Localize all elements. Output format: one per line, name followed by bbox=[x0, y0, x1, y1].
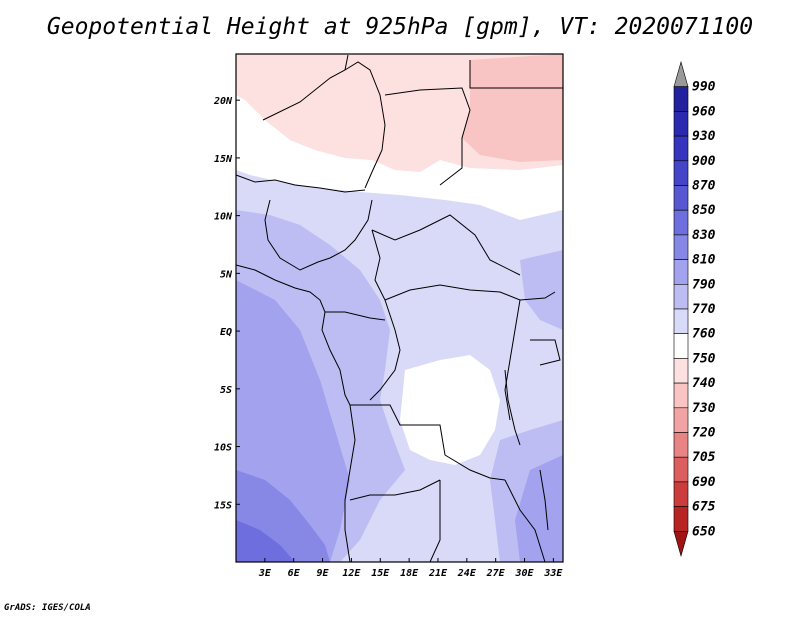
field-southeast-deep bbox=[515, 455, 563, 562]
border-south-4 bbox=[504, 479, 546, 563]
lon-tick-label: 30E bbox=[514, 568, 534, 579]
border-sahel-1 bbox=[235, 174, 366, 193]
colorbar-swatch bbox=[673, 407, 689, 433]
border-east-1 bbox=[504, 299, 521, 421]
border-north-2 bbox=[344, 54, 349, 71]
colorbar-swatch bbox=[673, 456, 689, 483]
field-central-white bbox=[400, 355, 500, 465]
border-north-1 bbox=[262, 61, 386, 189]
colorbar-level-label: 810 bbox=[692, 253, 716, 268]
colorbar-swatch bbox=[673, 481, 689, 507]
lon-tick-label: 18E bbox=[400, 568, 419, 579]
border-south-2 bbox=[349, 479, 441, 501]
colorbar-level-label: 720 bbox=[692, 426, 716, 441]
lat-tick-label: 10N bbox=[214, 212, 233, 223]
field-southwest-deepest bbox=[236, 520, 295, 562]
lon-tick-label: 6E bbox=[288, 568, 301, 579]
field-pink-northeast bbox=[462, 54, 563, 162]
lon-tick-label: 12E bbox=[342, 568, 361, 579]
country-borders bbox=[235, 54, 563, 563]
colorbar-level-label: 740 bbox=[692, 376, 716, 391]
colorbar-swatch bbox=[673, 60, 689, 87]
colorbar-level-label: 790 bbox=[692, 277, 716, 292]
colorbar-level-label: 690 bbox=[692, 475, 716, 490]
colorbar-swatch bbox=[673, 185, 689, 211]
colorbar-swatch bbox=[673, 209, 689, 236]
border-east-2 bbox=[530, 339, 561, 366]
border-lake-malawi bbox=[539, 469, 549, 531]
lat-tick-label: 5S bbox=[220, 385, 232, 396]
border-central-3 bbox=[384, 284, 556, 301]
longitude-axis: 3E 6E 9E 12E 15E 18E 21E 24E 27E 30E 33E bbox=[258, 558, 563, 579]
lon-tick-label: 33E bbox=[543, 568, 563, 579]
colorbar-level-label: 750 bbox=[692, 351, 716, 366]
field-white-band bbox=[236, 95, 563, 220]
colorbar-level-label: 705 bbox=[692, 450, 716, 465]
border-central-1 bbox=[371, 214, 521, 276]
lon-tick-label: 24E bbox=[457, 568, 477, 579]
colorbar: 990 960 930 900 870 850 830 810 790 770 760 750 740 7… bbox=[673, 60, 716, 558]
colorbar-level-label: 930 bbox=[692, 129, 716, 144]
lat-tick-label: 10S bbox=[214, 443, 232, 454]
lat-tick-label: EQ bbox=[220, 327, 232, 338]
border-north-3 bbox=[384, 87, 471, 186]
lat-tick-label: 5N bbox=[220, 269, 233, 280]
lat-tick-label: 15N bbox=[214, 154, 233, 165]
credit-label: GrADS: IGES/COLA bbox=[4, 603, 91, 613]
colorbar-swatch bbox=[673, 259, 689, 285]
colorbar-level-label: 830 bbox=[692, 228, 716, 243]
lon-tick-label: 15E bbox=[371, 568, 390, 579]
colorbar-level-label: 990 bbox=[692, 80, 716, 95]
lon-tick-label: 27E bbox=[486, 568, 506, 579]
colorbar-swatch bbox=[673, 86, 689, 112]
colorbar-swatch bbox=[673, 506, 689, 532]
colorbar-level-label: 960 bbox=[692, 104, 716, 119]
colorbar-swatch bbox=[673, 358, 689, 384]
colorbar-level-label: 650 bbox=[692, 524, 716, 539]
colorbar-swatch bbox=[673, 111, 689, 137]
colorbar-swatch bbox=[673, 308, 689, 335]
border-south-3 bbox=[429, 480, 441, 563]
colorbar-swatch bbox=[673, 234, 689, 260]
border-gabon bbox=[325, 311, 386, 321]
border-north-4 bbox=[469, 60, 563, 89]
colorbar-swatch bbox=[673, 283, 689, 310]
colorbar-swatch bbox=[673, 530, 689, 558]
chart-title: Geopotential Height at 925hPa [gpm], VT:… bbox=[46, 14, 754, 40]
border-congo bbox=[369, 299, 401, 401]
colorbar-swatch bbox=[673, 135, 689, 162]
colorbar-swatch bbox=[673, 160, 689, 186]
colorbar-level-label: 770 bbox=[692, 302, 716, 317]
border-south-1 bbox=[350, 404, 506, 481]
border-coast-west bbox=[235, 264, 356, 563]
colorbar-level-label: 870 bbox=[692, 179, 716, 194]
map-frame bbox=[235, 53, 564, 563]
lat-tick-label: 15S bbox=[214, 500, 232, 511]
colorbar-swatch bbox=[673, 382, 689, 409]
border-west-2 bbox=[329, 199, 373, 259]
lon-tick-label: 9E bbox=[317, 568, 330, 579]
border-central-2 bbox=[371, 229, 386, 301]
colorbar-swatch bbox=[673, 333, 689, 359]
lon-tick-label: 3E bbox=[258, 568, 272, 579]
colorbar-level-label: 900 bbox=[692, 154, 716, 169]
colorbar-level-label: 675 bbox=[692, 500, 716, 515]
lon-tick-label: 21E bbox=[428, 568, 448, 579]
border-west-1 bbox=[264, 199, 331, 271]
border-lake-tanganyika bbox=[504, 369, 521, 446]
lat-tick-label: 20N bbox=[213, 96, 233, 107]
height-field bbox=[236, 54, 563, 562]
latitude-axis: 20N 15N 10N 5N EQ 5S 10S 15S bbox=[213, 96, 240, 511]
field-east-mid bbox=[520, 250, 563, 330]
colorbar-level-label: 850 bbox=[692, 203, 716, 218]
colorbar-level-label: 760 bbox=[692, 327, 716, 342]
colorbar-level-label: 730 bbox=[692, 401, 716, 416]
colorbar-swatch bbox=[673, 432, 689, 458]
